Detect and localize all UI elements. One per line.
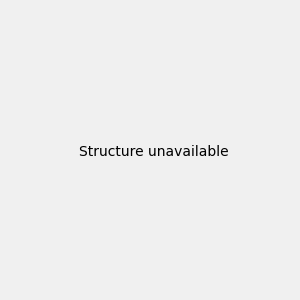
- Text: Structure unavailable: Structure unavailable: [79, 145, 229, 158]
